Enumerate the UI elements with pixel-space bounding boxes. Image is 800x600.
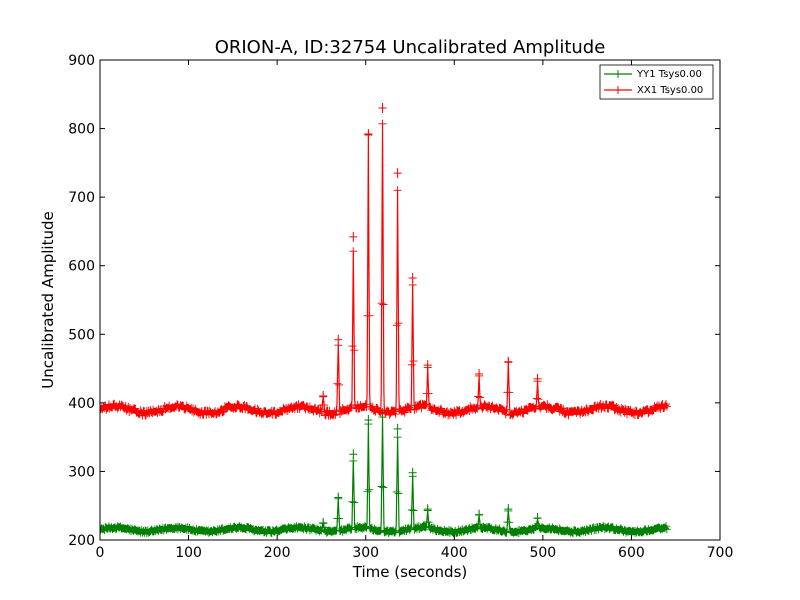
series-markers [100, 119, 671, 420]
peak-marker [504, 504, 513, 515]
y-tick-label: 600 [68, 259, 95, 275]
x-axis-label: Time (seconds) [352, 563, 468, 581]
x-tick-label: 0 [96, 545, 105, 561]
peak-marker [319, 517, 328, 528]
x-tick-label: 200 [264, 545, 291, 561]
peak-marker [393, 423, 402, 434]
legend-marker-xx1 [614, 86, 622, 94]
legend-label-yy1: YY1 Tsys0.00 [636, 69, 702, 80]
peak-marker [475, 509, 484, 520]
peak-marker [423, 360, 432, 371]
legend-box [599, 64, 714, 100]
y-tick-label: 300 [68, 464, 95, 480]
y-tick-label: 800 [68, 122, 95, 138]
y-tick-label: 400 [68, 396, 95, 412]
series-yy1 [100, 408, 671, 538]
x-tick-label: 500 [529, 545, 556, 561]
series-layer [100, 103, 671, 538]
peak-marker [349, 449, 358, 460]
peak-marker [364, 129, 373, 140]
y-tick-label: 700 [68, 190, 95, 206]
y-tick-label: 900 [68, 53, 95, 69]
x-tick-label: 400 [441, 545, 468, 561]
peak-marker [393, 168, 402, 179]
y-axis-label: Uncalibrated Amplitude [39, 211, 57, 388]
peak-marker [533, 513, 542, 524]
legend-marker-yy1 [614, 70, 622, 78]
series-markers [100, 413, 671, 538]
axis-ticks: 0 100 200 300 400 500 600 700 200 300 400 500 600 700… [68, 53, 733, 561]
x-tick-label: 700 [707, 545, 734, 561]
series-xx1 [100, 103, 671, 420]
x-tick-label: 600 [618, 545, 645, 561]
peak-marker [504, 356, 513, 367]
chart-title: ORION-A, ID:32754 Uncalibrated Amplitude [215, 37, 606, 58]
legend-label-xx1: XX1 Tsys0.00 [637, 85, 703, 96]
peak-marker [334, 492, 343, 503]
peak-marker [475, 369, 484, 380]
peak-marker [334, 334, 343, 345]
peak-marker [408, 273, 417, 284]
peak-marker [349, 231, 358, 242]
legend: YY1 Tsys0.00 XX1 Tsys0.00 [599, 64, 714, 100]
peak-marker [408, 467, 417, 478]
peak-marker [378, 103, 387, 113]
peak-marker [319, 391, 328, 401]
plot-frame [99, 59, 721, 541]
y-tick-label: 500 [68, 327, 95, 343]
x-tick-label: 100 [175, 545, 202, 561]
peak-marker [423, 504, 432, 515]
x-tick-label: 300 [352, 545, 379, 561]
peak-marker [364, 415, 373, 425]
peak-marker [533, 373, 542, 384]
y-tick-label: 200 [68, 533, 95, 549]
